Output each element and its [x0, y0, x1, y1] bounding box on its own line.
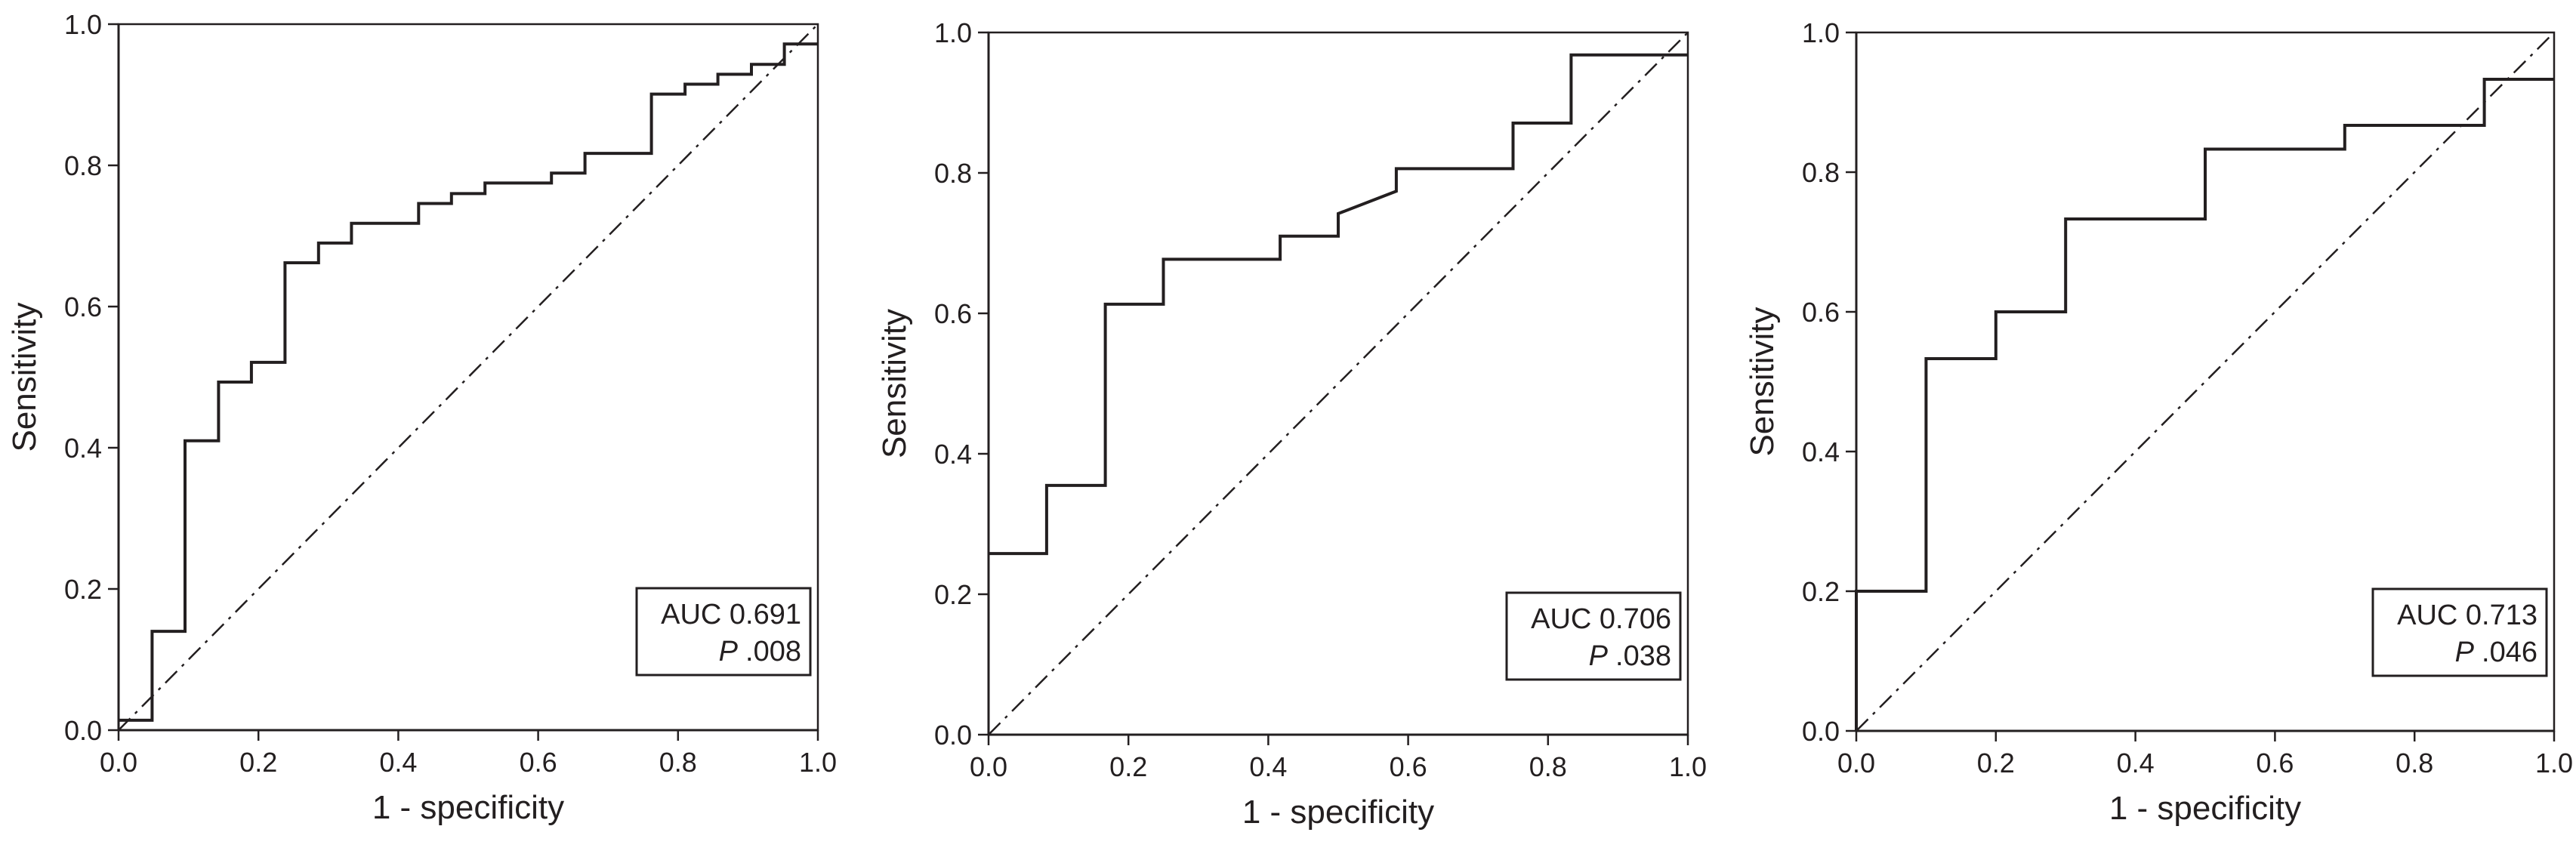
y-axis-title: Sensitivity	[6, 302, 43, 452]
p-value: P .008	[719, 636, 801, 667]
roc-curve	[1855, 78, 2554, 731]
x-tick-label: 0.0	[1837, 748, 1875, 778]
roc-curve	[119, 42, 818, 722]
x-axis-title: 1 - specificity	[2109, 790, 2301, 827]
p-number: .046	[2482, 637, 2537, 668]
y-axis-title: Sensitivity	[876, 309, 913, 458]
x-axis-title: 1 - specificity	[372, 789, 564, 826]
y-tick-label: 1.0	[934, 17, 972, 48]
y-tick-label: 0.4	[1802, 436, 1840, 467]
auc-value: AUC 0.691	[661, 599, 801, 630]
auc-annotation-box	[635, 587, 812, 677]
auc-annotation-box	[2371, 587, 2548, 677]
x-tick-label: 0.4	[379, 747, 417, 778]
x-tick-label: 0.0	[970, 751, 1007, 782]
y-tick-label: 0.6	[934, 298, 972, 329]
y-tick-label: 0.6	[64, 291, 102, 322]
x-tick-label: 0.8	[659, 747, 697, 778]
x-tick-label: 0.6	[1390, 751, 1427, 782]
x-tick-label: 1.0	[1669, 751, 1707, 782]
p-symbol: P	[719, 636, 739, 667]
x-tick-label: 0.8	[2396, 748, 2433, 778]
p-number: .038	[1615, 640, 1671, 672]
reference-diagonal-line	[1856, 32, 2555, 732]
roc-curve	[989, 53, 1688, 556]
x-tick-label: 0.8	[1529, 751, 1567, 782]
roc-panel-1: 0.0 0.2 0.4 0.6 0.8 1.0 0.0 0.2 0.4 0.6 0.8 1.0 1 - …	[6, 9, 837, 826]
x-tick-label: 1.0	[799, 747, 837, 778]
auc-value: AUC 0.706	[1531, 603, 1671, 635]
y-tick-label: 0.4	[64, 433, 102, 464]
x-tick-label: 0.2	[239, 747, 277, 778]
x-tick-label: 0.0	[100, 747, 137, 778]
x-axis-title: 1 - specificity	[1242, 794, 1434, 831]
auc-value: AUC 0.713	[2397, 600, 2537, 631]
p-symbol: P	[2455, 637, 2475, 668]
x-tick-label: 1.0	[2535, 748, 2573, 778]
x-tick-label: 0.6	[2256, 748, 2294, 778]
auc-annotation-box	[1505, 591, 1682, 681]
x-tick-label: 0.4	[2117, 748, 2155, 778]
x-tick-label: 0.2	[1977, 748, 2015, 778]
p-value: P .046	[2455, 637, 2537, 668]
p-symbol: P	[1589, 640, 1609, 672]
x-tick-label: 0.6	[520, 747, 557, 778]
y-tick-label: 0.2	[64, 574, 102, 605]
y-tick-label: 0.2	[1802, 576, 1840, 607]
y-tick-label: 0.6	[1802, 297, 1840, 328]
x-tick-label: 0.2	[1109, 751, 1147, 782]
p-value: P .038	[1589, 640, 1671, 672]
y-tick-label: 0.8	[64, 150, 102, 181]
y-axis-title: Sensitivity	[1744, 307, 1781, 456]
y-tick-label: 0.4	[934, 439, 972, 470]
y-tick-label: 0.0	[64, 715, 102, 746]
y-tick-label: 0.0	[1802, 716, 1840, 747]
y-tick-label: 0.0	[934, 720, 972, 751]
y-tick-label: 0.2	[934, 579, 972, 610]
y-tick-label: 0.8	[1802, 157, 1840, 188]
y-tick-label: 0.8	[934, 158, 972, 189]
roc-panel-2: 0.0 0.2 0.4 0.6 0.8 1.0 0.0 0.2 0.4 0.6 0.8 1.0 1 - …	[876, 17, 1707, 831]
roc-panel-3: 0.0 0.2 0.4 0.6 0.8 1.0 0.0 0.2 0.4 0.6 0.8 1.0 1 - …	[1744, 17, 2573, 827]
y-tick-label: 1.0	[64, 9, 102, 40]
y-tick-label: 1.0	[1802, 17, 1840, 48]
p-number: .008	[745, 636, 801, 667]
x-tick-label: 0.4	[1249, 751, 1287, 782]
